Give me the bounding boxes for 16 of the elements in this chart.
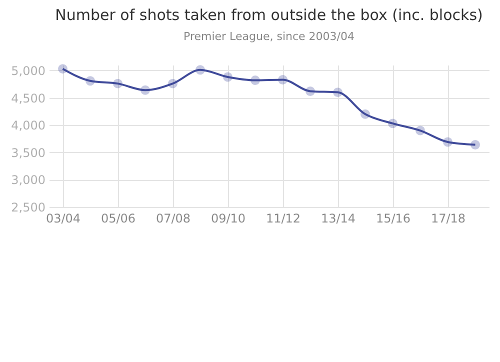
- x-tick-label: 15/16: [376, 212, 411, 226]
- y-tick-label: 3,000: [11, 173, 46, 188]
- y-tick-label: 3,500: [11, 146, 46, 160]
- y-tick-label: 2,500: [11, 200, 46, 214]
- x-tick-label: 17/18: [430, 212, 466, 226]
- x-tick-label: 03/04: [46, 212, 81, 226]
- y-tick-label: 5,000: [11, 64, 46, 78]
- chart-title: Number of shots taken from outside the box (inc. blocks): [55, 6, 483, 24]
- chart-subtitle: Premier League, since 2003/04: [184, 30, 354, 44]
- x-tick-label: 07/08: [156, 212, 191, 226]
- x-tick-label: 13/14: [320, 212, 356, 226]
- x-tick-label: 11/12: [266, 212, 301, 226]
- y-tick-label: 4,500: [11, 91, 46, 106]
- y-tick-label: 4,000: [11, 118, 46, 133]
- x-tick-label: 05/06: [100, 212, 136, 226]
- x-tick-label: 09/10: [210, 212, 246, 226]
